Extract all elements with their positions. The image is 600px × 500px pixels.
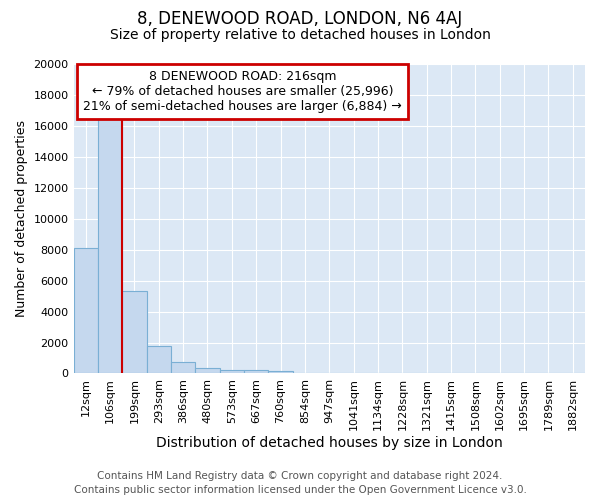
Bar xyxy=(171,362,196,374)
Bar xyxy=(268,371,293,374)
Text: 8 DENEWOOD ROAD: 216sqm
← 79% of detached houses are smaller (25,996)
21% of sem: 8 DENEWOOD ROAD: 216sqm ← 79% of detache… xyxy=(83,70,401,113)
X-axis label: Distribution of detached houses by size in London: Distribution of detached houses by size … xyxy=(156,436,503,450)
Bar xyxy=(244,370,268,374)
Bar xyxy=(122,292,146,374)
Bar xyxy=(146,346,171,374)
Bar xyxy=(196,368,220,374)
Bar xyxy=(74,248,98,374)
Text: 8, DENEWOOD ROAD, LONDON, N6 4AJ: 8, DENEWOOD ROAD, LONDON, N6 4AJ xyxy=(137,10,463,28)
Bar xyxy=(220,370,244,374)
Y-axis label: Number of detached properties: Number of detached properties xyxy=(15,120,28,317)
Text: Contains HM Land Registry data © Crown copyright and database right 2024.
Contai: Contains HM Land Registry data © Crown c… xyxy=(74,471,526,495)
Bar xyxy=(98,116,122,374)
Text: Size of property relative to detached houses in London: Size of property relative to detached ho… xyxy=(110,28,490,42)
